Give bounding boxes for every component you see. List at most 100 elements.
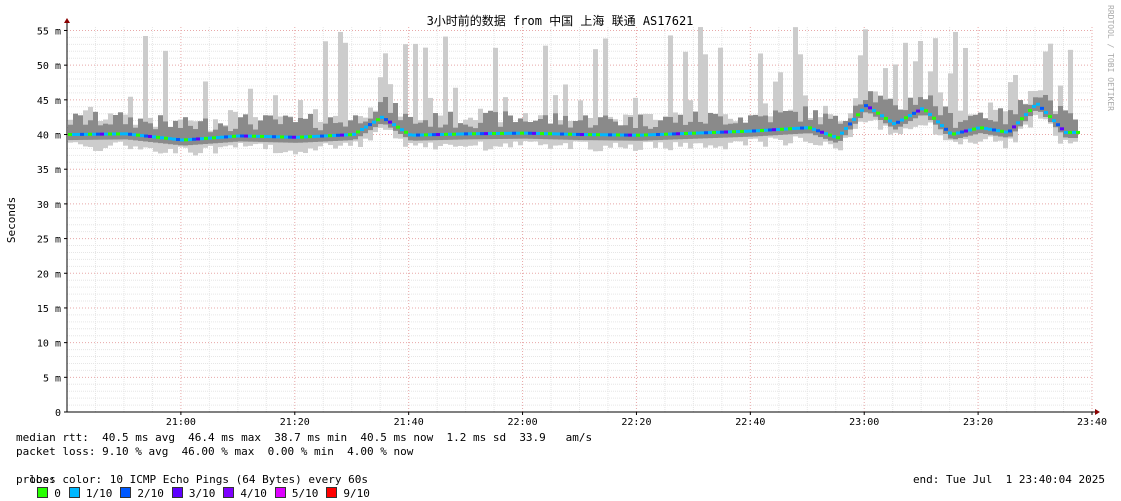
median-segment	[264, 135, 268, 139]
smoke-column-dense	[938, 115, 943, 130]
smoke-column-dense	[393, 103, 398, 131]
median-segment	[784, 127, 788, 131]
smoke-column	[1013, 74, 1018, 143]
x-tick-label: 23:20	[963, 417, 993, 428]
smoke-column	[228, 110, 233, 146]
smoke-column-dense	[713, 113, 718, 138]
median-segment	[1036, 102, 1040, 106]
smoke-column-dense	[378, 102, 383, 125]
median-segment	[748, 129, 752, 133]
median-segment	[308, 135, 312, 139]
median-segment	[956, 131, 960, 135]
smoke-column-dense	[1008, 110, 1013, 137]
smoke-column-dense	[1038, 97, 1043, 112]
smoke-column-dense	[248, 124, 253, 142]
smoke-column-dense	[223, 126, 228, 143]
median-segment	[172, 137, 176, 141]
smoke-column	[383, 53, 388, 130]
loss-color-swatch	[171, 487, 183, 498]
median-segment	[860, 108, 864, 112]
median-segment	[148, 134, 152, 138]
median-segment	[276, 135, 280, 139]
smoke-column-dense	[163, 121, 168, 144]
median-segment	[392, 123, 396, 127]
smoke-column-dense	[813, 110, 818, 136]
smoke-column-dense	[878, 95, 883, 121]
smoke-column-dense	[508, 115, 513, 139]
median-segment	[1048, 115, 1052, 119]
smoke-column-dense	[578, 120, 583, 141]
median-segment	[936, 120, 940, 124]
median-segment	[72, 132, 76, 136]
x-tick-label: 22:40	[735, 417, 765, 428]
smoke-column-dense	[68, 124, 73, 141]
smoke-column-dense	[988, 120, 993, 135]
smoke-column-dense	[678, 114, 683, 140]
median-segment	[408, 133, 412, 137]
smoke-column-dense	[1018, 100, 1023, 127]
smoke-column-dense	[828, 118, 833, 141]
median-segment	[240, 134, 244, 138]
median-segment	[772, 128, 776, 132]
loss-color-swatch	[68, 487, 80, 498]
median-segment	[120, 132, 124, 136]
smoke-column-dense	[853, 105, 858, 124]
loss-color-swatch	[274, 487, 286, 498]
median-segment	[904, 116, 908, 120]
median-segment	[480, 132, 484, 136]
smoke-column-dense	[1068, 113, 1073, 138]
smoke-column-dense	[73, 113, 78, 140]
median-segment	[1032, 104, 1036, 108]
smoke-column	[858, 55, 863, 122]
smoke-column-dense	[573, 121, 578, 140]
median-segment	[968, 128, 972, 132]
median-segment	[216, 136, 220, 140]
median-segment	[760, 128, 764, 132]
median-segment	[268, 135, 272, 139]
median-segment	[552, 132, 556, 136]
y-tick-label: 0	[55, 408, 61, 419]
median-segment	[160, 136, 164, 140]
smoke-column-dense	[773, 110, 778, 136]
smoke-column-dense	[788, 110, 793, 135]
median-segment	[456, 132, 460, 136]
median-segment	[440, 132, 444, 136]
smoke-column-dense	[533, 120, 538, 139]
end-time: end: Tue Jul 1 23:40:04 2025	[912, 473, 1105, 486]
median-segment	[952, 132, 956, 136]
y-tick-label: 30 m	[37, 200, 61, 211]
median-segment	[928, 112, 932, 116]
smoke-column	[903, 42, 908, 129]
smoke-column	[698, 27, 703, 144]
smoke-column-dense	[463, 124, 468, 140]
smoke-column-dense	[623, 125, 628, 141]
median-segment	[352, 132, 356, 136]
median-segment	[520, 131, 524, 135]
smoke-column	[718, 47, 723, 147]
median-segment	[224, 135, 228, 139]
median-segment	[616, 133, 620, 137]
smoke-column-dense	[443, 124, 448, 140]
median-segment	[912, 111, 916, 115]
smoke-column-dense	[1058, 105, 1063, 133]
median-segment	[676, 132, 680, 136]
median-segment	[372, 120, 376, 124]
median-segment	[192, 137, 196, 141]
median-segment	[852, 117, 856, 121]
median-segment	[208, 136, 212, 140]
smoke-column	[883, 68, 888, 126]
median-segment	[416, 133, 420, 137]
y-tick-label: 20 m	[37, 269, 61, 280]
median-segment	[788, 127, 792, 131]
median-segment	[932, 116, 936, 120]
median-segment	[996, 129, 1000, 133]
smoke-column-dense	[783, 111, 788, 135]
median-segment	[500, 131, 504, 135]
smoke-column-dense	[178, 127, 183, 146]
median-segment	[872, 109, 876, 113]
smoke-column-dense	[1073, 119, 1078, 138]
median-segment	[1012, 125, 1016, 129]
smoke-column-dense	[638, 114, 643, 141]
smoke-column-dense	[898, 109, 903, 127]
median-segment	[896, 120, 900, 124]
